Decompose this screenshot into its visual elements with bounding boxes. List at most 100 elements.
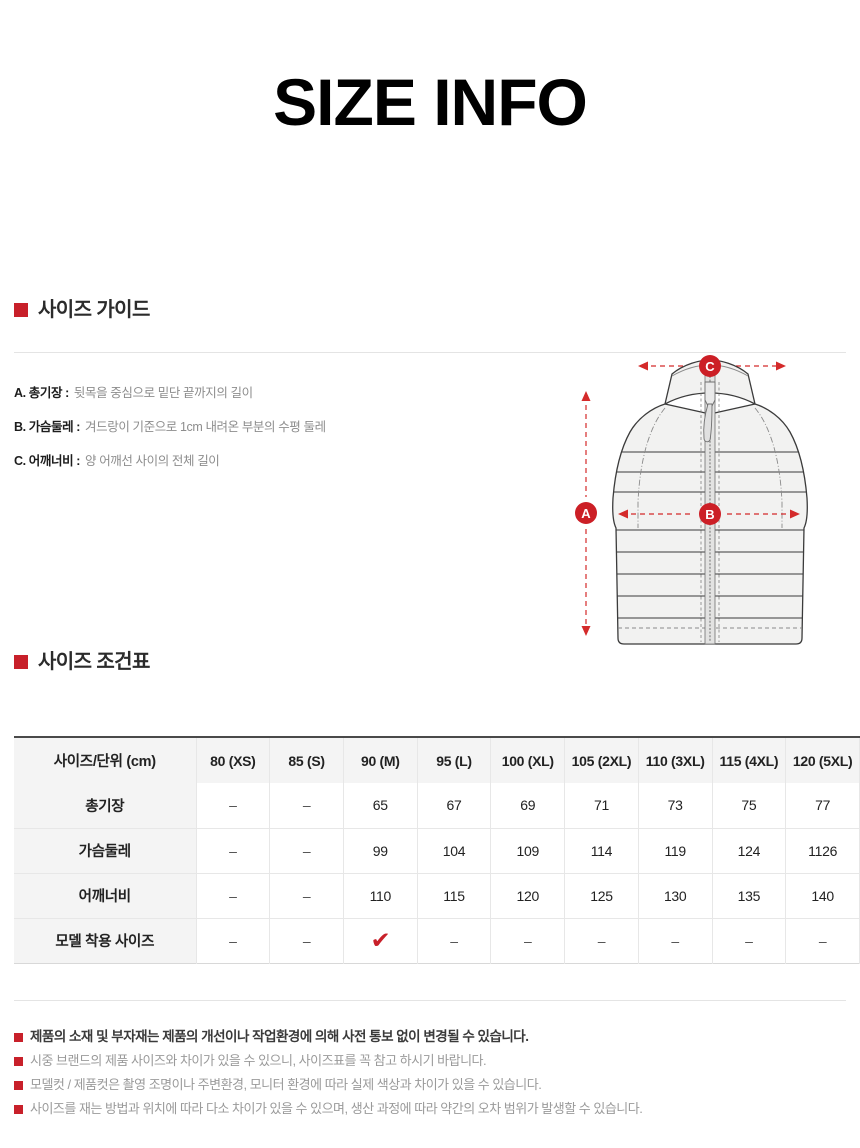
legend-value-a: 뒷목을 중심으로 밑단 끝까지의 길이 xyxy=(73,385,253,400)
cell: – xyxy=(269,783,344,829)
col-header-1: 80 (XS) xyxy=(196,737,271,783)
marker-badge-a: A xyxy=(575,502,597,524)
note-item: 모델컷 / 제품컷은 촬영 조명이나 주변환경, 모니터 환경에 따라 실제 색… xyxy=(14,1076,854,1100)
cell: 135 xyxy=(712,873,787,919)
size-table-container: 사이즈/단위 (cm) 80 (XS) 85 (S) 90 (M) 95 (L)… xyxy=(14,736,860,964)
legend-value-c: 양 어깨선 사이의 전체 길이 xyxy=(85,453,220,468)
measure-a-arrowhead-bottom xyxy=(581,626,591,636)
cell: 65 xyxy=(343,783,418,829)
table-row: 가슴둘레 – – 99 104 109 114 119 124 1126 xyxy=(14,828,860,874)
measure-b-arrowhead-right xyxy=(790,509,800,519)
note-text: 제품의 소재 및 부자재는 제품의 개선이나 작업환경에 의해 사전 통보 없이… xyxy=(30,1029,529,1044)
cell: 73 xyxy=(638,783,713,829)
cell: 77 xyxy=(785,783,860,829)
measure-c-arrowhead-right xyxy=(776,361,786,371)
row-label-shoulder: 어깨너비 xyxy=(14,873,197,919)
cell: 140 xyxy=(785,873,860,919)
check-icon: ✔ xyxy=(370,927,391,953)
red-square-bullet-icon xyxy=(14,1033,23,1042)
vest-diagram: C A B xyxy=(560,352,860,662)
cell: 124 xyxy=(712,828,787,874)
cell: 110 xyxy=(343,873,418,919)
legend-key-c: C. 어깨너비 : xyxy=(14,453,81,468)
cell: 130 xyxy=(638,873,713,919)
legend-item-a: A. 총기장 : 뒷목을 중심으로 밑단 끝까지의 길이 xyxy=(14,374,434,408)
marker-badge-c: C xyxy=(699,355,721,377)
cell: 104 xyxy=(417,828,492,874)
cell: 120 xyxy=(490,873,566,919)
cell: – xyxy=(196,918,271,963)
guide-divider xyxy=(14,352,846,353)
cell: 71 xyxy=(564,783,639,829)
col-header-6: 105 (2XL) xyxy=(564,737,639,783)
cell: – xyxy=(196,783,271,829)
cell-model-check: ✔ xyxy=(343,918,418,963)
size-table-heading: 사이즈 조건표 xyxy=(14,650,150,674)
col-header-9: 120 (5XL) xyxy=(785,737,860,783)
cell: 1126 xyxy=(785,828,860,874)
col-header-5: 100 (XL) xyxy=(490,737,566,783)
note-item: 사이즈를 재는 방법과 위치에 따라 다소 차이가 있을 수 있으며, 생산 과… xyxy=(14,1100,854,1124)
cell: – xyxy=(417,918,492,963)
vest-zipper-stitch xyxy=(700,382,720,642)
page-title: SIZE INFO xyxy=(273,65,588,139)
measure-b-arrowhead-left xyxy=(618,509,628,519)
cell: 69 xyxy=(490,783,566,829)
cell: – xyxy=(269,873,344,919)
size-table: 사이즈/단위 (cm) 80 (XS) 85 (S) 90 (M) 95 (L)… xyxy=(14,736,860,964)
col-header-0: 사이즈/단위 (cm) xyxy=(14,737,197,783)
size-table-body: 총기장 – – 65 67 69 71 73 75 77 가슴둘레 – – 99… xyxy=(14,783,860,963)
col-header-7: 110 (3XL) xyxy=(638,737,713,783)
legend-key-a: A. 총기장 : xyxy=(14,385,69,400)
cell: 109 xyxy=(490,828,566,874)
cell: – xyxy=(269,918,344,963)
col-header-8: 115 (4XL) xyxy=(712,737,787,783)
svg-text:A: A xyxy=(581,506,591,521)
cell: – xyxy=(712,918,787,963)
measurement-legend: A. 총기장 : 뒷목을 중심으로 밑단 끝까지의 길이 B. 가슴둘레 : 겨… xyxy=(14,374,434,476)
note-text: 사이즈를 재는 방법과 위치에 따라 다소 차이가 있을 수 있으며, 생산 과… xyxy=(30,1101,643,1116)
legend-item-c: C. 어깨너비 : 양 어깨선 사이의 전체 길이 xyxy=(14,442,434,476)
cell: 125 xyxy=(564,873,639,919)
col-header-4: 95 (L) xyxy=(417,737,492,783)
cell: – xyxy=(196,873,271,919)
cell: – xyxy=(490,918,566,963)
size-guide-heading: 사이즈 가이드 xyxy=(14,298,150,322)
table-row: 모델 착용 사이즈 – – ✔ – – – – – – xyxy=(14,918,860,963)
row-label-model-size: 모델 착용 사이즈 xyxy=(14,918,197,963)
row-label-total-length: 총기장 xyxy=(14,783,197,829)
marker-badge-b: B xyxy=(699,503,721,525)
measure-a-arrowhead-top xyxy=(581,391,591,401)
cell: – xyxy=(638,918,713,963)
red-square-bullet-icon xyxy=(14,303,28,317)
cell: – xyxy=(564,918,639,963)
red-square-bullet-icon xyxy=(14,1057,23,1066)
red-square-bullet-icon xyxy=(14,1105,23,1114)
cell: – xyxy=(785,918,860,963)
note-item: 시중 브랜드의 제품 사이즈와 차이가 있을 수 있으니, 사이즈표를 꼭 참고… xyxy=(14,1052,854,1076)
table-header-row: 사이즈/단위 (cm) 80 (XS) 85 (S) 90 (M) 95 (L)… xyxy=(14,737,860,783)
vest-zipper-pull xyxy=(704,381,716,407)
red-square-bullet-icon xyxy=(14,655,28,669)
note-item: 제품의 소재 및 부자재는 제품의 개선이나 작업환경에 의해 사전 통보 없이… xyxy=(14,1028,854,1052)
red-square-bullet-icon xyxy=(14,1081,23,1090)
cell: – xyxy=(196,828,271,874)
col-header-3: 90 (M) xyxy=(343,737,418,783)
table-row: 총기장 – – 65 67 69 71 73 75 77 xyxy=(14,783,860,829)
cell: 99 xyxy=(343,828,418,874)
cell: 75 xyxy=(712,783,787,829)
cell: 119 xyxy=(638,828,713,874)
row-label-chest: 가슴둘레 xyxy=(14,828,197,874)
cell: – xyxy=(269,828,344,874)
measure-c-arrowhead-left xyxy=(638,361,648,371)
table-row: 어깨너비 – – 110 115 120 125 130 135 140 xyxy=(14,873,860,919)
footer-notes: 제품의 소재 및 부자재는 제품의 개선이나 작업환경에 의해 사전 통보 없이… xyxy=(14,1028,854,1124)
size-guide-heading-label: 사이즈 가이드 xyxy=(38,299,150,321)
vest-armhole-seams xyxy=(637,407,783,528)
note-text: 시중 브랜드의 제품 사이즈와 차이가 있을 수 있으니, 사이즈표를 꼭 참고… xyxy=(30,1053,487,1068)
legend-value-b: 겨드랑이 기준으로 1cm 내려온 부분의 수평 둘레 xyxy=(85,419,326,434)
size-table-head: 사이즈/단위 (cm) 80 (XS) 85 (S) 90 (M) 95 (L)… xyxy=(14,737,860,783)
cell: 114 xyxy=(564,828,639,874)
cell: 115 xyxy=(417,873,492,919)
size-table-heading-label: 사이즈 조건표 xyxy=(38,651,150,673)
